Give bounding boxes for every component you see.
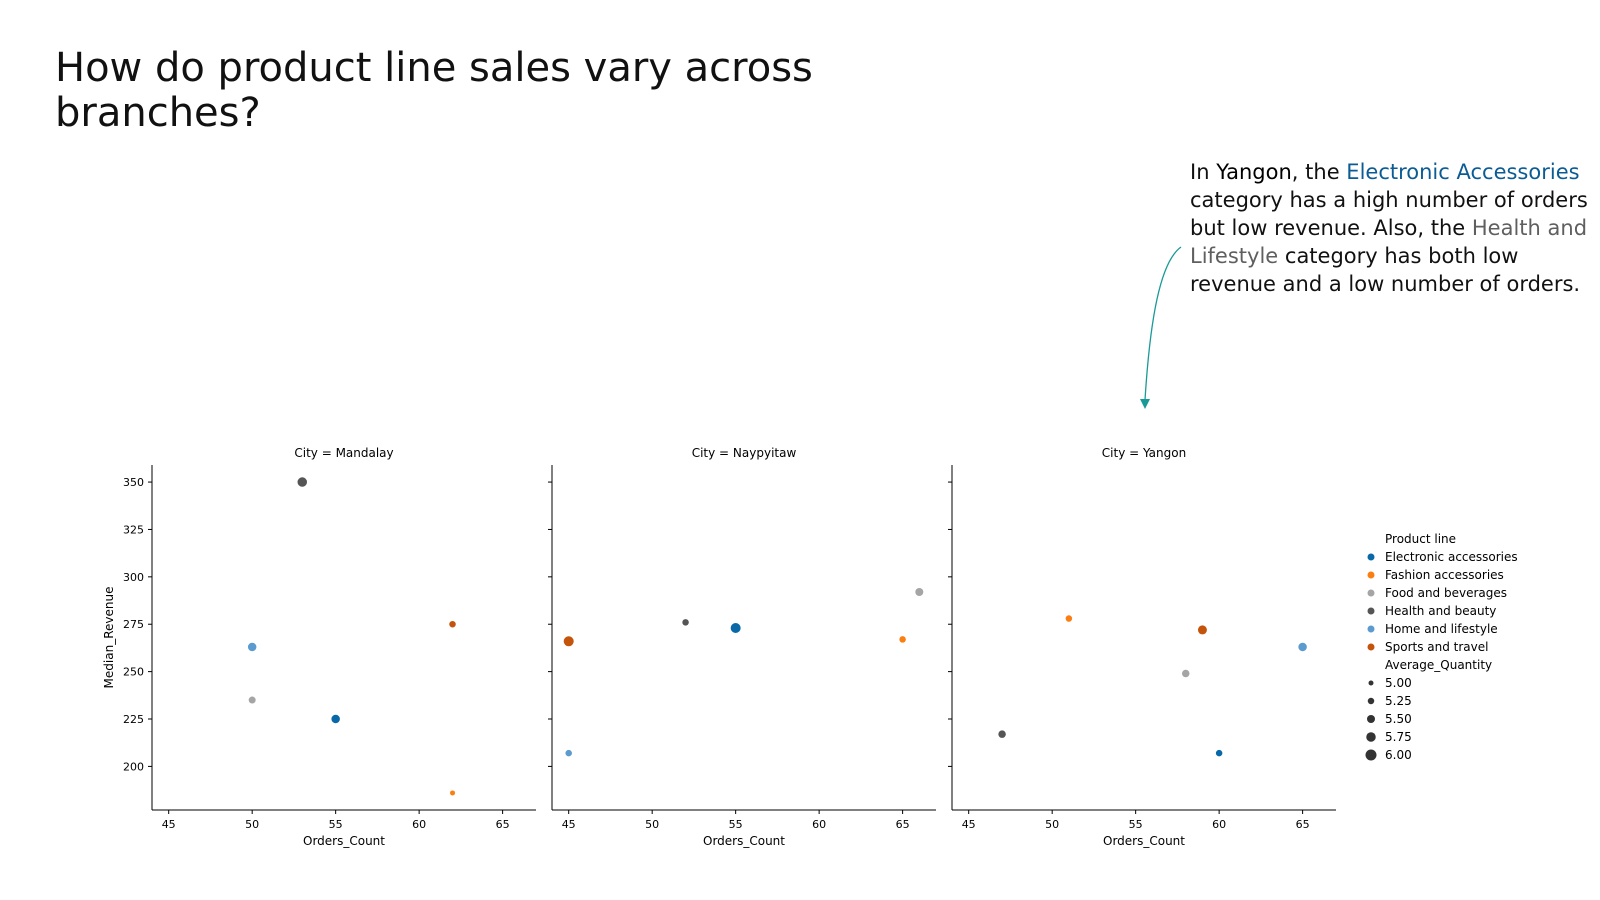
x-tick-label: 45 [962,818,976,831]
legend-size-marker [1368,680,1374,686]
annotation-city: Yangon [1216,160,1292,184]
legend-item: Fashion accessories [1385,568,1504,582]
data-point [1215,749,1223,757]
y-tick-label: 300 [123,571,144,584]
data-point [1065,615,1073,622]
data-point [563,636,574,647]
x-tick-label: 65 [1296,818,1310,831]
x-tick-label: 55 [729,818,743,831]
y-tick-label: 200 [123,760,144,773]
annotation-text-part: category has a high number of orders but… [1190,188,1588,240]
x-tick-label: 60 [1212,818,1226,831]
legend-size-marker [1367,697,1375,705]
x-tick-label: 50 [1045,818,1059,831]
x-tick-label: 55 [1129,818,1143,831]
annotation-text-part: In [1190,160,1217,184]
legend-size-marker [1366,732,1376,742]
data-point [297,477,308,487]
x-axis-label: Orders_Count [303,834,385,848]
legend-size-item: 5.00 [1385,676,1412,690]
y-tick-label: 350 [123,476,144,489]
data-point [247,642,257,652]
data-point [1197,625,1207,635]
legend-item: Electronic accessories [1385,550,1518,564]
legend-item: Sports and travel [1385,640,1488,654]
legend-item: Health and beauty [1385,604,1496,618]
data-point [1298,642,1307,652]
data-point [899,636,906,643]
page-title: How do product line sales vary across br… [55,45,813,136]
x-tick-label: 50 [245,818,259,831]
x-tick-label: 65 [496,818,510,831]
annotation-text-part: , the [1291,160,1347,184]
data-point [565,749,572,757]
data-point [1181,669,1190,678]
legend-size-title: Average_Quantity [1385,658,1492,672]
legend-item: Food and beverages [1385,586,1507,600]
annotation-text: In Yangon, the Electronic Accessories ca… [1190,158,1590,298]
data-point [730,623,741,634]
legend-marker [1367,589,1375,597]
legend-marker [1367,553,1375,561]
annotation-text-part: category has both low revenue and a low … [1190,244,1581,296]
data-point [331,714,340,724]
legend-size-marker [1365,749,1377,761]
x-tick-label: 45 [562,818,576,831]
data-point [248,696,256,704]
annotation-arrow [1144,246,1182,401]
data-point [449,620,456,628]
legend-size-item: 5.50 [1385,712,1412,726]
annotation-category-health: Health and Lifestyle [1190,216,1588,268]
y-axis-label: Median_Revenue [102,587,116,689]
legend-size-item: 5.25 [1385,694,1412,708]
x-axis-label: Orders_Count [1103,834,1185,848]
legend-size-item: 5.75 [1385,730,1412,744]
y-tick-label: 250 [123,666,144,679]
y-tick-label: 325 [123,523,144,536]
x-tick-label: 60 [812,818,826,831]
y-tick-label: 225 [123,713,144,726]
annotation-arrowhead [1140,399,1150,409]
x-tick-label: 60 [412,818,426,831]
legend-marker [1367,625,1375,633]
data-point [915,588,924,597]
legend-marker [1367,607,1375,615]
x-tick-label: 55 [329,818,343,831]
legend-size-item: 6.00 [1385,748,1412,762]
legend-item: Home and lifestyle [1385,622,1498,636]
x-axis-label: Orders_Count [703,834,785,848]
legend-marker [1367,571,1375,579]
data-point [450,790,456,796]
legend-marker [1367,643,1375,651]
annotation-category-electronic: Electronic Accessories [1346,160,1580,184]
legend-size-marker [1367,715,1375,723]
data-point [682,619,689,626]
legend-title: Product line [1385,532,1456,546]
facet-title: City = Naypyitaw [692,446,797,460]
facet-title: City = Yangon [1102,446,1186,460]
x-tick-label: 50 [645,818,659,831]
x-tick-label: 45 [162,818,176,831]
data-point [998,730,1006,738]
y-tick-label: 275 [123,618,144,631]
facet-title: City = Mandalay [294,446,393,460]
x-tick-label: 65 [896,818,910,831]
